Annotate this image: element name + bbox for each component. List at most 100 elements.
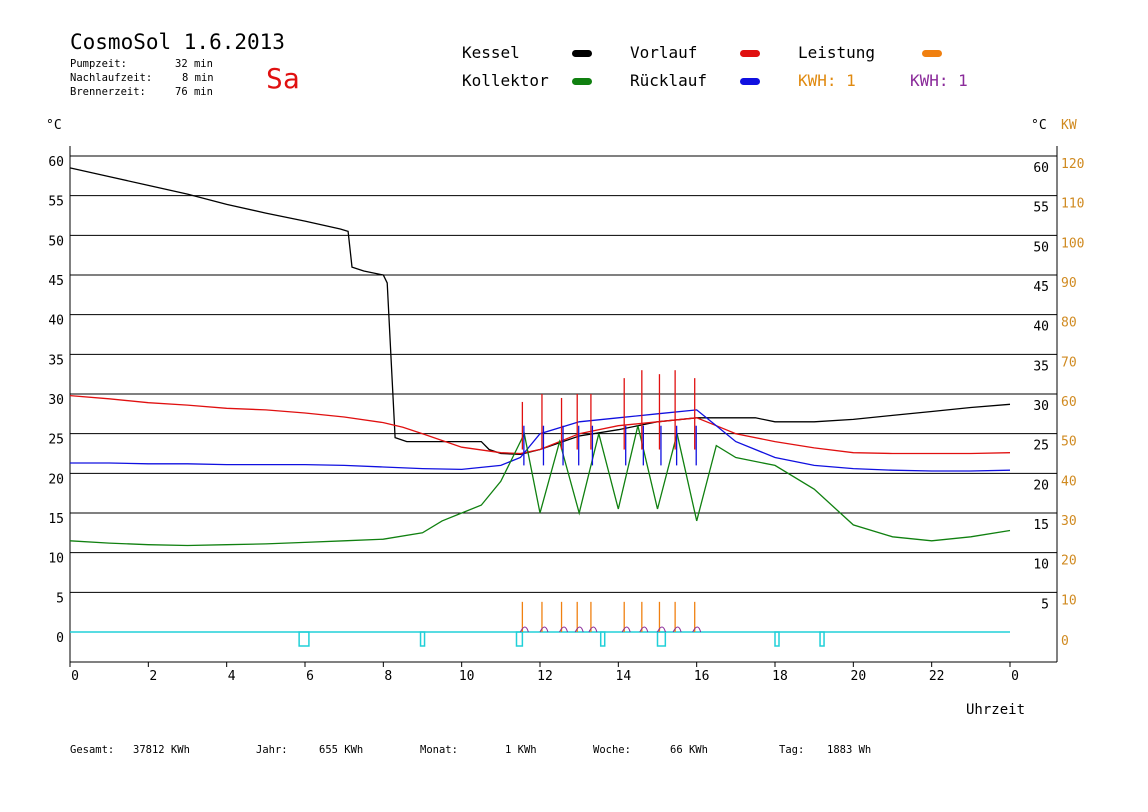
- y-tick-label-left: 20: [48, 472, 64, 487]
- series-line-vorlauf: [69, 394, 1011, 455]
- y2-tick-label-kw: 10: [1061, 593, 1077, 608]
- footer-woche-label: Woche:: [593, 744, 631, 756]
- footer-gesamt-label: Gesamt:: [70, 744, 115, 756]
- legend-kollektor: Kollektor: [462, 71, 549, 90]
- footer-tag-label: Tag:: [779, 744, 805, 756]
- legend-swatch-leistung: [922, 50, 942, 57]
- pump-marker: [774, 631, 780, 647]
- y-tick-label-left: 25: [48, 433, 64, 448]
- series-line-kessel: [69, 167, 1011, 455]
- legend-kessel: Kessel: [462, 43, 520, 62]
- y-tick-label-right: 20: [1033, 478, 1049, 493]
- y-tick-label-left: 40: [48, 314, 64, 329]
- footer-monat-value: 1 KWh: [505, 744, 537, 756]
- footer-gesamt-value: 37812 KWh: [133, 744, 190, 756]
- y-tick-label-right: 45: [1033, 280, 1049, 295]
- y-tick-label-right: 25: [1033, 439, 1049, 454]
- y2-tick-label-kw: 60: [1061, 395, 1077, 410]
- x-tick-label: 12: [537, 669, 553, 684]
- y2-tick-label-kw: 90: [1061, 276, 1077, 291]
- kwh-pulse: [519, 626, 529, 633]
- x-tick-label: 20: [851, 669, 867, 684]
- y-tick-label-left: 60: [48, 155, 64, 170]
- kwh-pulse: [539, 626, 549, 633]
- y-tick-label-left: 5: [56, 591, 64, 606]
- pump-marker: [298, 631, 310, 647]
- kwh-pulse: [574, 626, 584, 633]
- x-tick-label: 22: [929, 669, 945, 684]
- y-tick-label-right: 60: [1033, 161, 1049, 176]
- stat-value-pump: 32 min: [175, 58, 213, 70]
- y-tick-label-left: 10: [48, 552, 64, 567]
- y2-tick-label-kw: 100: [1061, 236, 1084, 251]
- y-tick-label-left: 15: [48, 512, 64, 527]
- weekday-label: Sa: [266, 62, 300, 95]
- x-tick-label: 18: [772, 669, 788, 684]
- footer-jahr-label: Jahr:: [256, 744, 288, 756]
- pump-marker: [599, 631, 606, 647]
- chart-title: CosmoSol 1.6.2013: [70, 30, 285, 54]
- y2-tick-label-kw: 120: [1061, 157, 1084, 172]
- y2-tick-label-kw: 50: [1061, 435, 1077, 450]
- x-tick-label: 0: [71, 669, 79, 684]
- pump-marker: [819, 631, 825, 647]
- stat-label-brenner: Brennerzeit:: [70, 86, 146, 98]
- footer-tag-value: 1883 Wh: [827, 744, 872, 756]
- y-tick-label-left: 30: [48, 393, 64, 408]
- kwh-pulse: [672, 626, 682, 633]
- y-axis-unit-kw: KW: [1061, 118, 1077, 133]
- pump-marker: [656, 631, 667, 647]
- y-axis-unit-right: °C: [1031, 118, 1047, 133]
- x-tick-label: 4: [228, 669, 236, 684]
- y-tick-label-right: 40: [1033, 320, 1049, 335]
- y-tick-label-right: 35: [1033, 359, 1049, 374]
- x-tick-label: 8: [384, 669, 392, 684]
- legend-swatch-ruecklauf: [740, 78, 760, 85]
- x-tick-label: 2: [149, 669, 157, 684]
- y-tick-label-right: 50: [1033, 240, 1049, 255]
- legend-swatch-kessel: [572, 50, 592, 57]
- y-tick-label-right: 15: [1033, 518, 1049, 533]
- kwh-pulse: [639, 626, 649, 633]
- legend-swatch-kollektor: [572, 78, 592, 85]
- legend-leistung: Leistung: [798, 43, 876, 62]
- y-tick-label-left: 0: [56, 631, 64, 646]
- y-axis-unit-left: °C: [46, 118, 62, 133]
- stat-value-brenner: 76 min: [175, 86, 213, 98]
- pump-marker: [419, 631, 426, 647]
- x-axis-label: Uhrzeit: [966, 702, 1026, 718]
- y-tick-label-left: 55: [48, 195, 64, 210]
- footer-jahr-value: 655 KWh: [319, 744, 364, 756]
- kwh-pulse: [621, 626, 631, 633]
- y-tick-label-left: 45: [48, 274, 64, 289]
- stat-label-pump: Pumpzeit:: [70, 58, 127, 70]
- kwh-pulse: [559, 626, 569, 633]
- x-tick-label: 16: [694, 669, 710, 684]
- legend-ruecklauf: Rücklauf: [630, 71, 708, 90]
- footer-monat-label: Monat:: [420, 744, 458, 756]
- y-tick-label-left: 50: [48, 234, 64, 249]
- y2-tick-label-kw: 70: [1061, 355, 1077, 370]
- kwh-pulse: [692, 626, 702, 633]
- y2-tick-label-kw: 110: [1061, 197, 1084, 212]
- legend-kwh-purple: KWH: 1: [910, 71, 968, 90]
- kwh-pulse: [657, 626, 666, 633]
- x-tick-label: 14: [616, 669, 632, 684]
- y2-tick-label-kw: 0: [1061, 634, 1069, 649]
- y2-tick-label-kw: 80: [1061, 316, 1077, 331]
- series-line-kollektor: [69, 425, 1011, 547]
- footer-woche-value: 66 KWh: [670, 744, 708, 756]
- legend-kwh-orange: KWH: 1: [798, 71, 856, 90]
- y-tick-label-right: 30: [1033, 399, 1049, 414]
- x-tick-label: 6: [306, 669, 314, 684]
- y-tick-label-right: 10: [1033, 558, 1049, 573]
- y2-tick-label-kw: 20: [1061, 554, 1077, 569]
- y2-tick-label-kw: 30: [1061, 514, 1077, 529]
- y-tick-label-right: 5: [1041, 597, 1049, 612]
- x-tick-label: 0: [1011, 669, 1019, 684]
- y2-tick-label-kw: 40: [1061, 474, 1077, 489]
- stat-value-nachlauf: 8 min: [182, 72, 214, 84]
- x-tick-label: 10: [459, 669, 475, 684]
- legend-vorlauf: Vorlauf: [630, 43, 698, 62]
